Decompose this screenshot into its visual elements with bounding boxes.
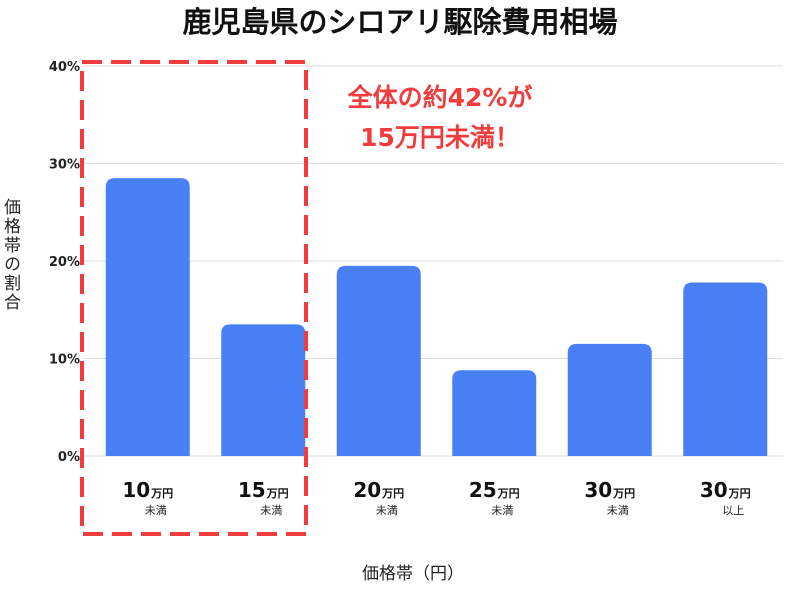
bar [221,324,306,456]
bar [105,178,190,456]
gridlines [82,65,783,457]
bar [567,343,652,456]
callout-line-2: 15万円未満！ [360,123,520,152]
callout-line-1: 全体の約42%が [347,83,533,112]
bar [452,370,537,456]
y-tick-label: 0% [58,450,80,465]
chart-title: 鹿児島県のシロアリ駆除費用相場 [182,5,617,39]
x-tick-unit: 万円 [150,487,173,500]
bar [683,282,768,456]
svg-text:15万円: 15万円 [238,478,289,502]
x-tick-unit: 万円 [612,487,635,500]
svg-text:25万円: 25万円 [469,478,520,502]
x-tick-unit: 万円 [728,487,751,500]
x-tick-amount: 30 [700,478,728,502]
x-tick-amount: 10 [122,478,150,502]
y-axis-ticks: 0% 10% 20% 30% 40% [49,60,80,465]
x-tick-amount: 15 [238,478,266,502]
bars [105,178,768,456]
x-tick-qualifier: 未満 [491,504,513,517]
x-tick-label: 15万円未満 [238,478,289,517]
x-axis-label: 価格帯（円） [362,564,464,584]
x-tick-unit: 万円 [497,487,520,500]
x-tick-amount: 25 [469,478,497,502]
svg-text:20万円: 20万円 [353,478,404,502]
x-tick-amount: 20 [353,478,381,502]
y-tick-label: 40% [49,60,80,75]
svg-text:30万円: 30万円 [584,478,635,502]
y-axis-label: 価格帯の割合 [0,198,21,312]
x-tick-qualifier: 未満 [607,504,629,517]
y-tick-label: 10% [49,353,80,368]
bar [336,265,421,456]
y-tick-label: 30% [49,158,80,173]
x-tick-amount: 30 [584,478,612,502]
y-tick-label: 20% [49,255,80,270]
x-tick-qualifier: 未満 [145,504,167,517]
svg-text:30万円: 30万円 [700,478,751,502]
svg-text:10万円: 10万円 [122,478,173,502]
x-tick-qualifier: 未満 [260,504,282,517]
x-tick-qualifier: 以上 [722,504,744,517]
x-tick-unit: 万円 [381,487,404,500]
x-tick-qualifier: 未満 [376,504,398,517]
x-tick-unit: 万円 [266,487,289,500]
